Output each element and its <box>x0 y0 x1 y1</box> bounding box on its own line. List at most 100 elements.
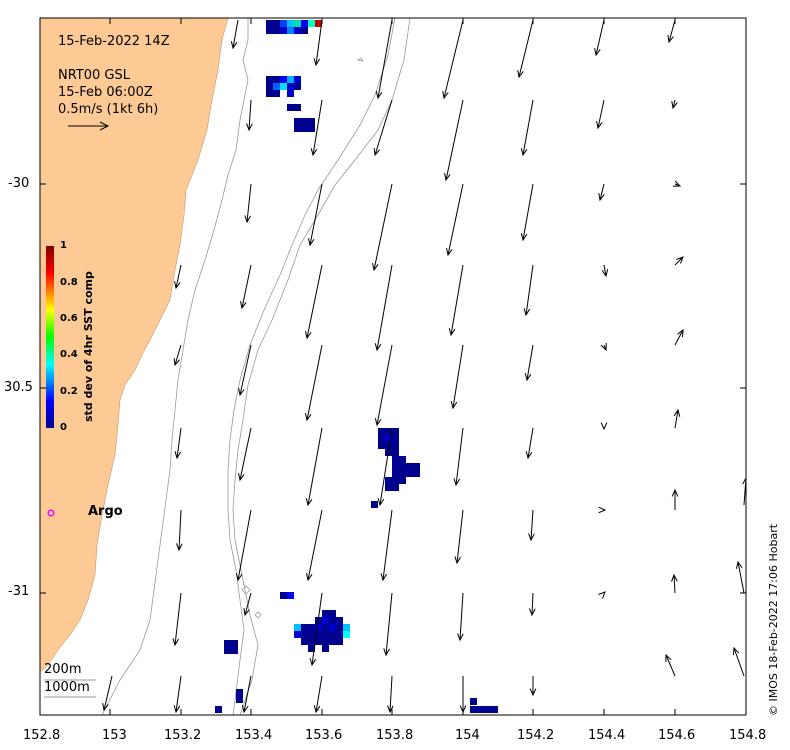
sst-pixel <box>413 463 420 470</box>
sst-pixel <box>224 647 231 654</box>
sst-pixel <box>378 428 385 435</box>
current-arrow <box>673 408 681 429</box>
credit-label: © IMOS 18-Feb-2022 17:06 Hobart <box>767 523 780 716</box>
current-arrow <box>600 422 608 431</box>
arrow-head <box>244 215 251 224</box>
sst-pixel <box>336 638 343 645</box>
y-tick-label: -31 <box>8 584 30 599</box>
current-arrow <box>444 99 464 182</box>
colorbar-tick: 0.6 <box>60 313 78 324</box>
sst-pixel <box>273 20 280 27</box>
current-arrow <box>313 675 323 714</box>
sst-pixel <box>294 20 301 27</box>
current-arrow <box>230 19 239 50</box>
arrow-head <box>671 573 678 582</box>
sst-pixel <box>301 638 308 645</box>
product-label: NRT00 GSL <box>58 68 130 83</box>
arrow-head <box>676 256 684 264</box>
colorbar-tick: 0.2 <box>60 386 78 397</box>
arrow-head <box>520 233 528 242</box>
arrow-head <box>672 180 682 187</box>
current-arrow <box>667 19 676 44</box>
current-arrow <box>372 183 393 272</box>
arrow-shaft <box>456 509 464 564</box>
sst-pixel <box>329 638 336 645</box>
sst-pixel <box>215 706 222 713</box>
scale-label: 0.5m/s (1kt 6h) <box>58 102 159 117</box>
colorbar-tick: 0.4 <box>60 349 78 360</box>
arrow-head <box>450 401 458 410</box>
arrow-shaft <box>382 509 393 581</box>
arrow-head <box>313 705 321 714</box>
arrow-shaft <box>522 99 534 156</box>
current-arrow <box>524 344 534 382</box>
arrow-head <box>243 608 250 617</box>
sst-pixel <box>301 624 308 631</box>
arrow-head <box>310 148 318 157</box>
current-arrow <box>307 183 323 247</box>
arrow-shaft <box>674 409 679 429</box>
legend-1000m: 1000m <box>44 680 90 695</box>
arrow-head <box>525 451 533 460</box>
sst-pixel <box>294 27 301 34</box>
sst-pixel <box>343 631 350 638</box>
sst-pixel <box>308 125 315 132</box>
sst-pixel <box>392 463 399 470</box>
arrow-shaft <box>175 264 182 289</box>
arrow-head <box>524 373 532 382</box>
arrow-shaft <box>176 427 182 459</box>
colorbar <box>46 246 54 428</box>
sst-pixel <box>280 592 287 599</box>
arrow-head <box>313 58 321 67</box>
arrow-head <box>453 478 461 487</box>
legend-200m: 200m <box>44 662 82 677</box>
current-arrow <box>517 19 534 79</box>
current-arrow <box>387 675 394 714</box>
current-arrow <box>446 183 464 257</box>
arrow-head <box>735 560 743 569</box>
x-tick-label: 152.8 <box>23 728 61 743</box>
arrow-shaft <box>241 264 252 309</box>
current-arrow <box>596 99 605 130</box>
arrow-shaft <box>374 99 393 156</box>
x-tick-label: 154.8 <box>729 728 767 743</box>
current-arrow <box>238 344 252 397</box>
current-arrow <box>732 646 745 677</box>
arrow-shaft <box>595 19 605 56</box>
colorbar-tick: 1 <box>60 240 67 251</box>
sst-pixel <box>329 610 336 617</box>
sst-pixel <box>484 706 491 713</box>
sst-pixel <box>399 456 406 463</box>
sst-pixel <box>273 90 280 97</box>
arrow-head <box>601 269 609 278</box>
arrow-head <box>377 498 385 507</box>
current-arrow <box>174 427 182 460</box>
arrow-shaft <box>103 675 113 711</box>
arrow-shaft <box>672 99 676 109</box>
arrow-head <box>600 342 607 352</box>
arrow-head <box>238 473 245 482</box>
sst-pixel <box>392 477 399 484</box>
arrow-shaft <box>385 592 393 656</box>
plot-frame <box>39 17 747 716</box>
sst-pixel <box>378 435 385 442</box>
arrow-shaft <box>452 344 464 409</box>
arrow-head <box>230 41 238 50</box>
arrow-shaft <box>389 675 393 713</box>
sst-pixel <box>266 76 273 83</box>
datetime-label: 15-Feb-2022 14Z <box>58 34 170 49</box>
arrow-shaft <box>306 344 323 421</box>
arrow-head <box>173 705 181 714</box>
sst-pixel <box>470 698 477 705</box>
sst-pixel <box>392 456 399 463</box>
arrow-head <box>375 91 383 100</box>
land-mass <box>40 18 229 673</box>
sst-pixel <box>266 27 273 34</box>
arrow-head <box>446 248 453 257</box>
arrow-shaft <box>522 183 534 241</box>
sst-pixel <box>385 428 392 435</box>
contour-1000m <box>232 18 411 715</box>
arrow-head <box>596 121 603 130</box>
arrow-shaft <box>309 183 323 246</box>
arrow-head <box>517 70 524 79</box>
